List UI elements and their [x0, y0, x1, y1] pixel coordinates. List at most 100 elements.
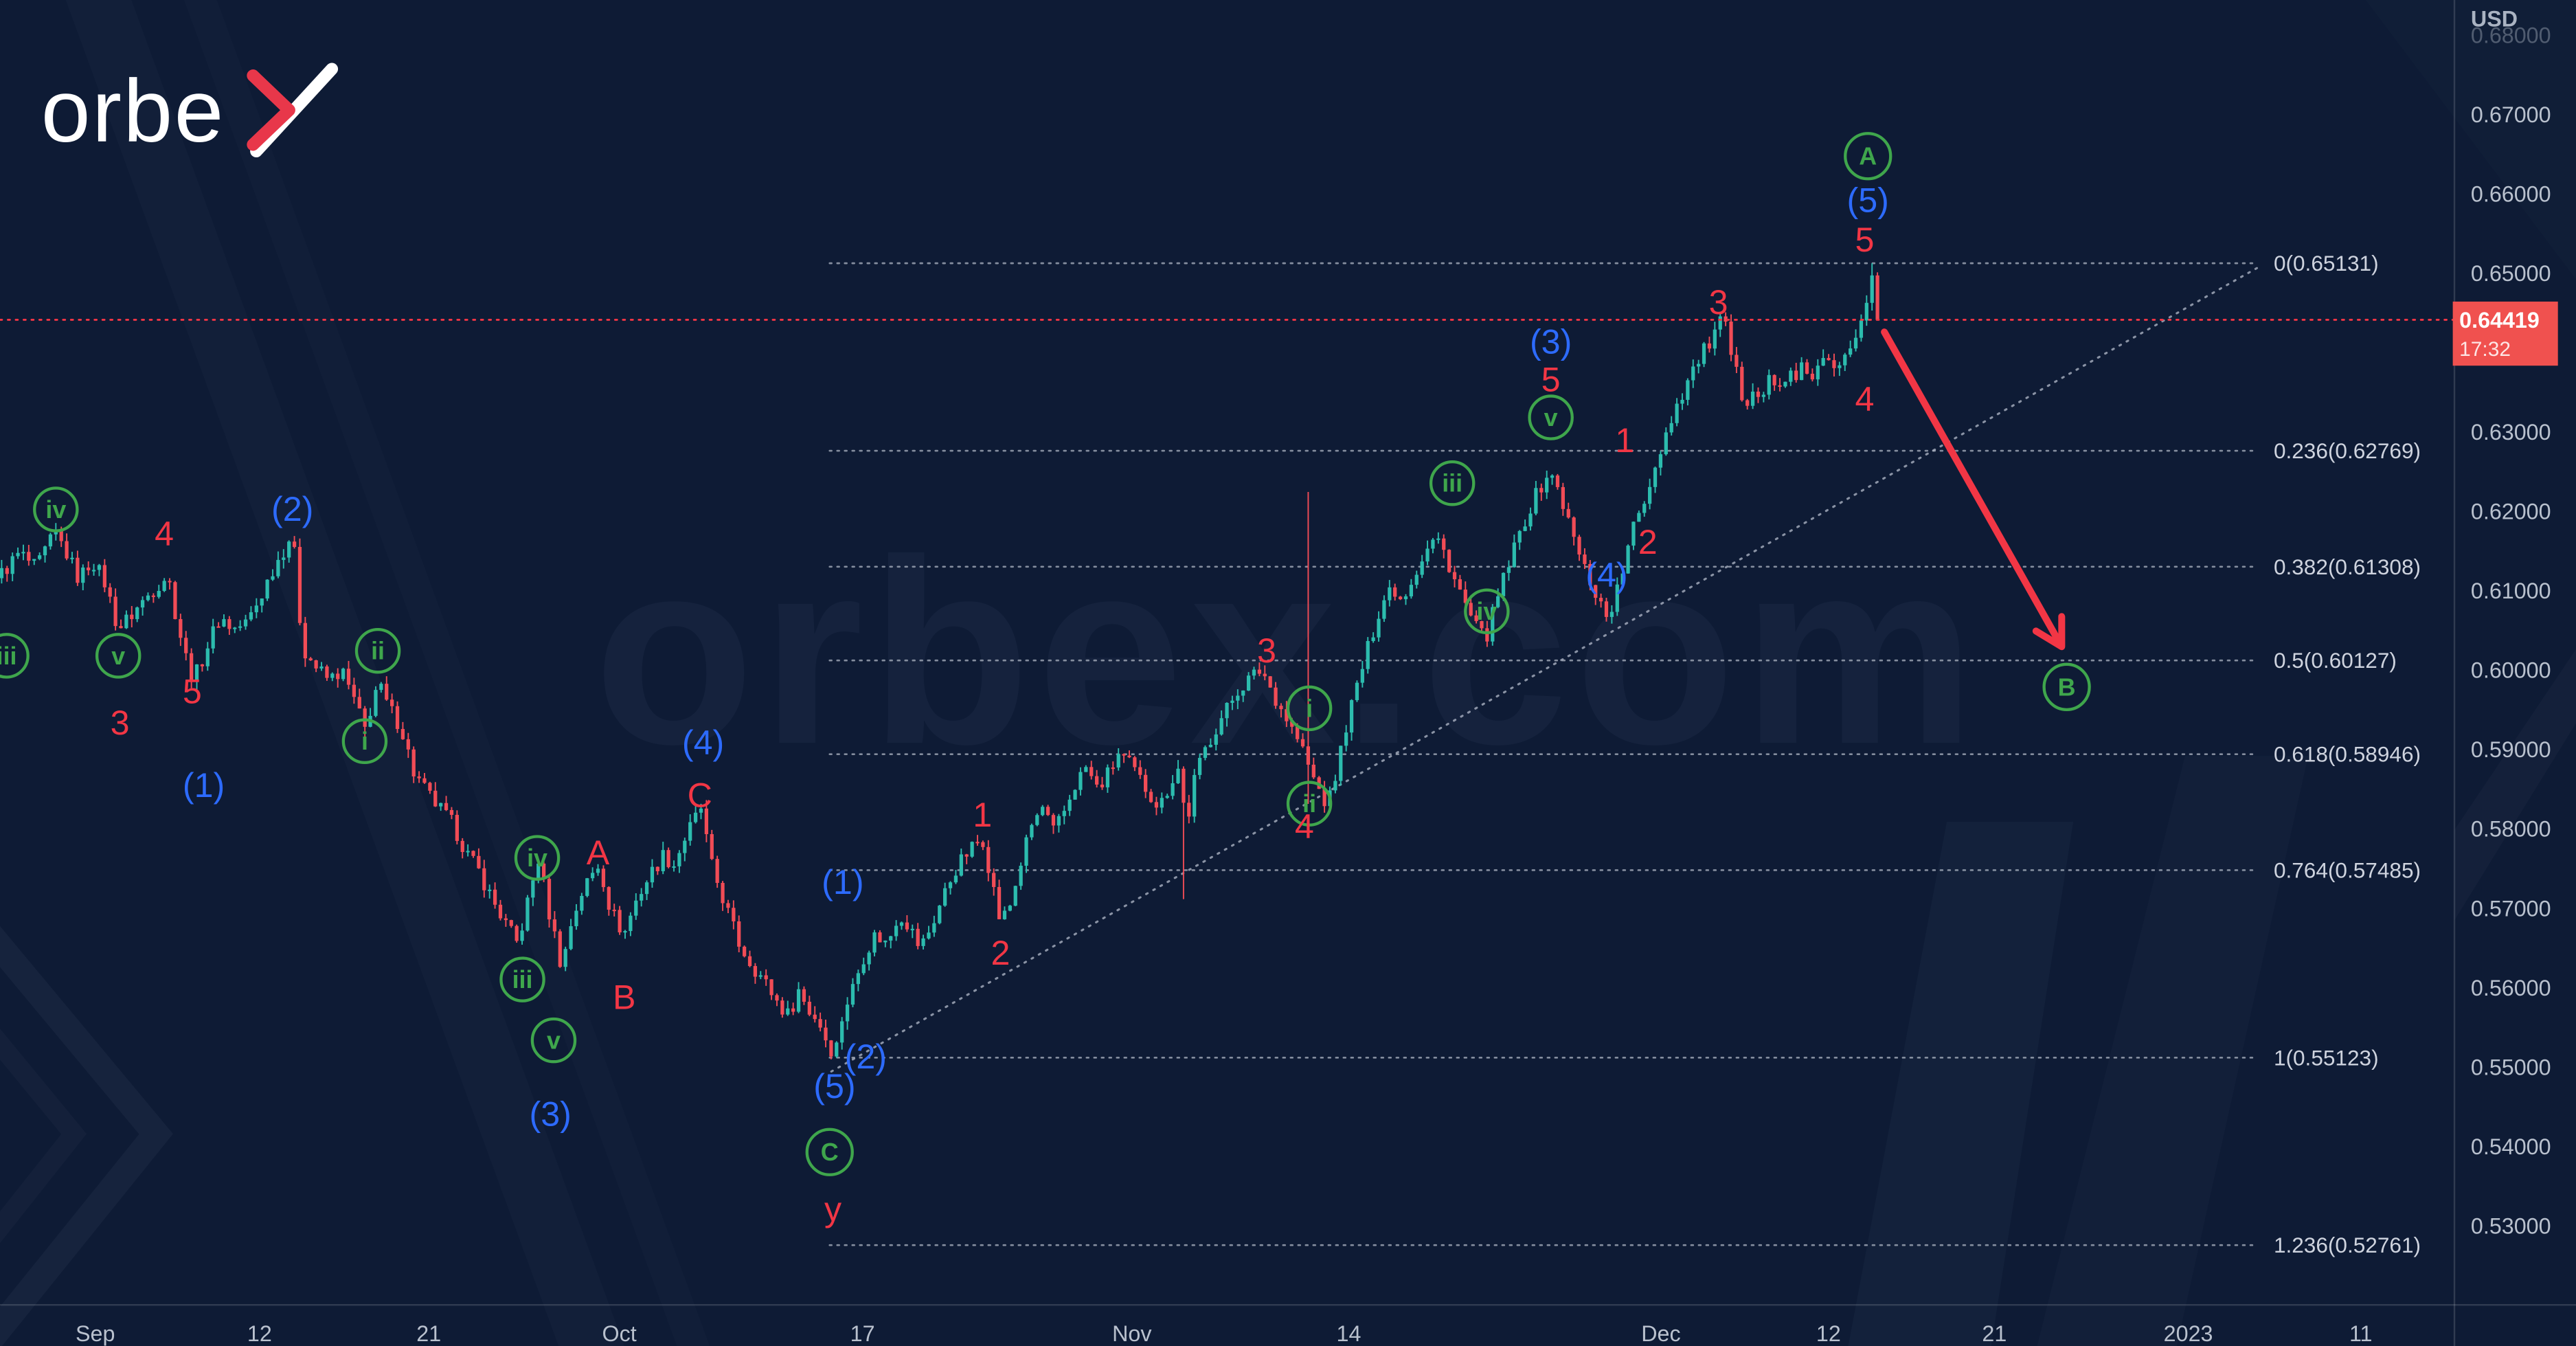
wave-circle-v[interactable]	[95, 633, 142, 679]
wave-label-(5)[interactable]: (5)	[813, 1067, 855, 1106]
wave-label-(1)[interactable]: (1)	[183, 766, 225, 805]
wave-label-3[interactable]: 3	[1257, 631, 1276, 670]
candle-body	[233, 627, 237, 629]
wave-label-(5)[interactable]: (5)	[1847, 181, 1889, 220]
wave-circle-iii[interactable]	[1429, 460, 1476, 506]
wave-circle-iv[interactable]	[514, 835, 561, 881]
candle-body	[596, 868, 600, 873]
wave-label-iv[interactable]: iv	[45, 496, 66, 524]
wave-label-A[interactable]: A	[1859, 143, 1877, 170]
wave-label-iii[interactable]: iii	[1442, 470, 1462, 497]
wave-circle-iii[interactable]	[499, 956, 545, 1002]
wave-label-iii[interactable]: iii	[512, 966, 533, 994]
candlestick-series[interactable]	[0, 263, 1879, 1059]
wave-label-v[interactable]: v	[1544, 404, 1558, 431]
wave-label-y[interactable]: y	[824, 1190, 842, 1229]
wave-label-B[interactable]: B	[2058, 673, 2076, 701]
wave-circle-iii[interactable]	[0, 633, 30, 679]
trendline[interactable]	[830, 267, 2259, 1073]
wave-circle-i[interactable]	[341, 718, 388, 765]
elliott-wave-labels[interactable]: (1)(2)(3)(4)(5)(1)(2)(3)(4)(5)iviiiviiii…	[0, 132, 2091, 1229]
candle-body	[422, 778, 427, 783]
candle-body	[850, 984, 855, 1005]
wave-circle-i[interactable]	[1286, 685, 1333, 732]
candle-body	[1062, 811, 1066, 816]
wave-label-3[interactable]: 3	[1709, 283, 1728, 322]
candle-body	[1133, 757, 1137, 767]
candle-body	[1637, 513, 1641, 522]
time-axis[interactable]: Sep 12 21 Oct 17 Nov 14 Dec 12 21 2023 11	[76, 1321, 2372, 1346]
wave-circle-ii[interactable]	[354, 627, 401, 674]
wave-label-A[interactable]: A	[587, 833, 610, 872]
trendline-segment[interactable]	[830, 267, 2259, 1073]
candle-body	[97, 565, 102, 570]
wave-label-5[interactable]: 5	[1541, 360, 1561, 399]
wave-label-3[interactable]: 3	[111, 704, 130, 742]
wave-label-i[interactable]: i	[1306, 695, 1313, 722]
wave-label-(3)[interactable]: (3)	[529, 1095, 571, 1133]
wave-label-C[interactable]: C	[688, 776, 712, 814]
fib-level-label: 0.5(0.60127)	[2274, 648, 2397, 673]
candle-body	[1572, 517, 1576, 537]
wave-label-(4)[interactable]: (4)	[682, 724, 724, 762]
wave-label-(2)[interactable]: (2)	[271, 490, 313, 528]
wave-circle-iv[interactable]	[33, 486, 79, 532]
wave-circle-iv[interactable]	[1464, 588, 1510, 635]
wave-circle-v[interactable]	[530, 1017, 577, 1064]
wave-label-v[interactable]: v	[547, 1027, 561, 1055]
wave-label-B[interactable]: B	[613, 978, 635, 1017]
candle-body	[466, 851, 470, 853]
candle-body	[607, 887, 611, 910]
wave-label-C[interactable]: C	[821, 1139, 839, 1166]
wave-label-ii[interactable]: ii	[1302, 790, 1316, 818]
price-axis[interactable]: USD 0.680000.670000.660000.650000.640000…	[2471, 6, 2551, 1238]
candle-body	[400, 728, 405, 739]
candle-body	[477, 855, 481, 868]
wave-label-4[interactable]: 4	[155, 515, 174, 553]
candle-body	[1393, 587, 1397, 597]
wave-label-(2)[interactable]: (2)	[845, 1037, 887, 1076]
candle-body	[1002, 910, 1007, 919]
wave-label-1[interactable]: 1	[1615, 421, 1634, 460]
candle-body	[1219, 718, 1223, 734]
wave-label-iii[interactable]: iii	[0, 642, 17, 670]
candle-body	[1344, 732, 1348, 746]
wave-label-4[interactable]: 4	[1855, 380, 1874, 418]
wave-label-ii[interactable]: ii	[371, 638, 385, 665]
wave-label-i[interactable]: i	[361, 728, 368, 755]
candle-body	[390, 699, 394, 706]
candle-body	[1870, 275, 1874, 303]
wave-label-5[interactable]: 5	[1855, 221, 1874, 259]
candle-body	[254, 605, 258, 613]
wave-circle-A[interactable]	[1844, 132, 1893, 181]
wave-circle-C[interactable]	[805, 1128, 854, 1176]
candle-body	[520, 930, 524, 941]
wave-label-(1)[interactable]: (1)	[822, 863, 863, 901]
candle-body	[238, 626, 242, 628]
wave-label-1[interactable]: 1	[973, 796, 992, 834]
wave-label-(3)[interactable]: (3)	[1530, 322, 1572, 361]
wave-label-iv[interactable]: iv	[1476, 598, 1497, 625]
candle-body	[379, 684, 383, 691]
candle-body	[558, 931, 562, 967]
candle-body	[5, 568, 9, 574]
candle-body	[168, 581, 172, 583]
candle-body	[1653, 467, 1658, 487]
candle-body	[861, 964, 866, 974]
wave-circle-v[interactable]	[1528, 394, 1574, 440]
wave-circle-ii[interactable]	[1286, 781, 1333, 827]
wave-label-4[interactable]: 4	[1295, 807, 1314, 846]
wave-label-(4)[interactable]: (4)	[1585, 556, 1627, 594]
wave-label-v[interactable]: v	[111, 642, 125, 670]
forecast-arrow-line[interactable]	[1881, 328, 2059, 641]
forecast-arrow[interactable]	[1881, 328, 2059, 641]
last-price-badge: 0.64419 17:32	[2452, 301, 2558, 366]
wave-label-iv[interactable]: iv	[527, 844, 547, 872]
wave-label-5[interactable]: 5	[183, 673, 202, 711]
wave-label-2[interactable]: 2	[1638, 523, 1658, 561]
wave-circle-B[interactable]	[2042, 662, 2091, 711]
candle-body	[1300, 739, 1305, 747]
wave-label-2[interactable]: 2	[991, 934, 1010, 972]
